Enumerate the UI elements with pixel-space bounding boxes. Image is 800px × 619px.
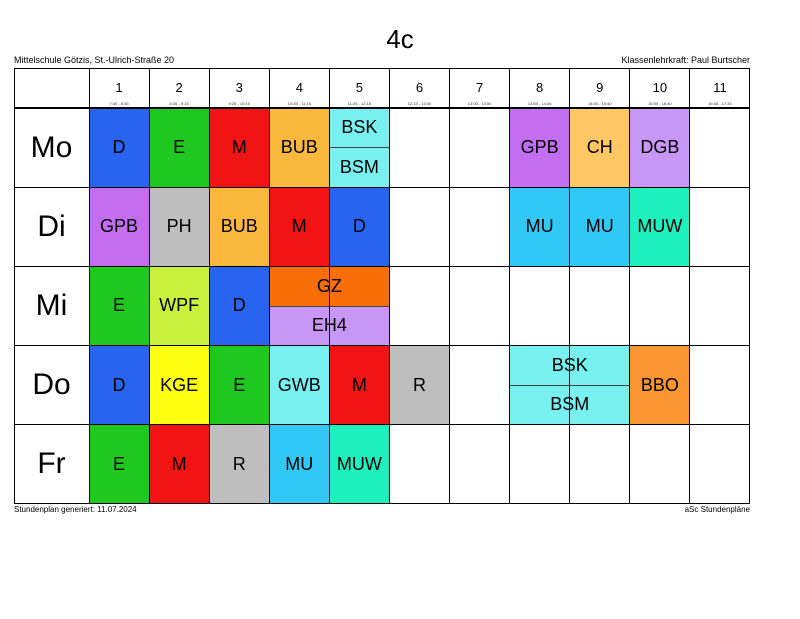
period-number: 8 — [536, 80, 544, 95]
period-number: 2 — [175, 80, 183, 95]
period-time: 14:50 - 15:40 — [587, 101, 612, 106]
lesson-cell: GPB — [509, 108, 570, 188]
lesson-cell: MUW — [629, 187, 690, 267]
period-time: 9:25 - 10:15 — [228, 101, 250, 106]
lesson-cell: E — [89, 424, 150, 504]
period-number: 3 — [235, 80, 243, 95]
grid-line — [749, 68, 750, 504]
generated-date: Stundenplan generiert: 11.07.2024 — [14, 505, 137, 514]
grid-line — [148, 68, 150, 504]
grid-line — [14, 68, 750, 69]
lesson-cell: D — [89, 108, 150, 188]
day-label: Do — [32, 368, 71, 402]
period-time: 7:45 - 8:35 — [109, 101, 129, 106]
lesson-cell: GPB — [89, 187, 150, 267]
lesson-cell: E — [89, 266, 150, 346]
period-number: 5 — [355, 80, 364, 95]
grid-line — [629, 68, 631, 504]
lesson-cell: BBO — [629, 345, 690, 425]
period-time: 16:45 - 17:30 — [708, 101, 732, 106]
lesson-cell: D — [209, 266, 270, 346]
day-label: Mi — [35, 288, 68, 322]
period-time: 13:00 - 13:50 — [467, 101, 492, 106]
day-label: Fr — [37, 447, 66, 481]
grid-line — [14, 265, 750, 267]
period-time: 13:55 - 14:45 — [527, 101, 552, 106]
timetable-grid: D E M BUB BSK BSM GPB CH DGB GPB PH BUB M D MU MU MUW E WP… — [14, 68, 750, 504]
grid-line — [388, 68, 390, 504]
period-number: 4 — [295, 80, 303, 95]
lesson-cell: R — [209, 424, 270, 504]
lesson-cell: KGE — [149, 345, 210, 425]
lesson-cell: MU — [569, 187, 630, 267]
grid-line — [208, 68, 210, 504]
lesson-cell: BSM — [329, 147, 390, 188]
period-time: 8:35 - 9:15 — [169, 101, 189, 106]
grid-line — [689, 68, 691, 504]
lesson-cell: PH — [149, 187, 210, 267]
lesson-cell: D — [89, 345, 150, 425]
grid-line — [14, 107, 750, 109]
grid-line — [14, 345, 750, 347]
lesson-cell: MU — [509, 187, 570, 267]
period-time: 15:50 - 16:40 — [648, 101, 672, 106]
page-title: 4c — [386, 24, 414, 54]
period-time: 11:25 - 12:15 — [347, 101, 372, 106]
lesson-cell: MU — [269, 424, 330, 504]
lesson-cell: E — [149, 108, 210, 188]
lesson-cell: MUW — [329, 424, 390, 504]
lesson-cell: M — [329, 345, 390, 425]
class-teacher: Klassenlehrkraft: Paul Burtscher — [621, 55, 750, 65]
lesson-cell: BUB — [209, 187, 270, 267]
lesson-cell: D — [329, 187, 390, 267]
period-number: 9 — [596, 80, 604, 95]
grid-line — [14, 186, 750, 188]
software-credit: aSc Stundenpläne — [684, 505, 750, 514]
day-label: Mo — [30, 130, 73, 164]
lesson-cell: E — [209, 345, 270, 425]
lesson-cell: GWB — [269, 345, 330, 425]
day-label: Di — [37, 209, 66, 243]
lesson-cell: M — [269, 187, 330, 267]
lesson-cell: WPF — [149, 266, 210, 346]
period-number: 11 — [713, 80, 727, 95]
split-divider — [329, 147, 390, 149]
lesson-cell: DGB — [629, 108, 690, 188]
period-number: 10 — [652, 80, 668, 95]
grid-line — [509, 68, 511, 504]
grid-line — [328, 68, 330, 504]
grid-line — [449, 68, 451, 504]
lesson-cell: CH — [569, 108, 630, 188]
period-number: 6 — [415, 80, 424, 95]
grid-line — [14, 503, 750, 504]
period-time: 10:35 - 11:15 — [287, 101, 311, 106]
lesson-cell: M — [149, 424, 210, 504]
lesson-cell: BUB — [269, 108, 330, 188]
grid-line — [88, 68, 90, 504]
lesson-cell: R — [389, 345, 450, 425]
period-number: 1 — [115, 80, 123, 95]
period-time: 12:15 - 13:00 — [407, 101, 432, 106]
grid-line — [569, 68, 571, 504]
school-name: Mittelschule Götzis, St.-Ulrich-Straße 2… — [14, 55, 175, 65]
grid-line — [14, 424, 750, 426]
period-number: 7 — [475, 80, 484, 95]
grid-line — [14, 68, 15, 504]
grid-line — [268, 68, 270, 504]
lesson-cell: M — [209, 108, 270, 188]
lesson-cell: BSK — [329, 108, 390, 148]
